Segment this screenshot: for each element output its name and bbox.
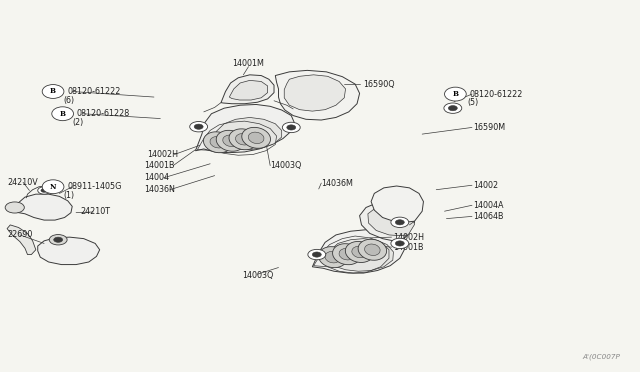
Polygon shape — [360, 202, 415, 241]
Ellipse shape — [204, 132, 232, 153]
Text: 14003Q: 14003Q — [270, 161, 301, 170]
Ellipse shape — [339, 248, 355, 260]
Text: 14036N: 14036N — [145, 185, 175, 194]
Text: (2): (2) — [73, 118, 84, 127]
Ellipse shape — [194, 124, 203, 129]
Ellipse shape — [42, 84, 64, 99]
Text: 14064B: 14064B — [473, 212, 504, 221]
Text: 24210V: 24210V — [7, 178, 38, 187]
Text: (6): (6) — [63, 96, 74, 105]
Ellipse shape — [308, 249, 326, 260]
Polygon shape — [210, 118, 282, 150]
Text: 14036M: 14036M — [321, 179, 353, 187]
Text: B: B — [50, 87, 56, 96]
Ellipse shape — [282, 122, 300, 133]
Text: 14001B: 14001B — [145, 161, 175, 170]
Polygon shape — [284, 75, 346, 111]
Text: 16590Q: 16590Q — [364, 80, 395, 89]
Ellipse shape — [396, 220, 404, 225]
Text: B: B — [452, 90, 458, 98]
Ellipse shape — [391, 217, 409, 228]
Text: A'(0C007P: A'(0C007P — [582, 354, 620, 360]
Text: 14001M: 14001M — [232, 59, 264, 68]
Text: 14001B: 14001B — [394, 243, 424, 251]
Ellipse shape — [312, 252, 321, 257]
Ellipse shape — [229, 129, 258, 150]
Ellipse shape — [223, 135, 239, 147]
Ellipse shape — [54, 237, 63, 242]
Ellipse shape — [325, 251, 340, 263]
Text: 14004A: 14004A — [473, 201, 504, 210]
Ellipse shape — [248, 132, 264, 144]
Ellipse shape — [236, 134, 252, 145]
Polygon shape — [7, 225, 36, 254]
Text: 16590M: 16590M — [473, 123, 506, 132]
Text: 08911-1405G: 08911-1405G — [67, 182, 122, 191]
Ellipse shape — [42, 180, 64, 194]
Ellipse shape — [352, 246, 367, 258]
Ellipse shape — [391, 238, 409, 248]
Text: 14002: 14002 — [473, 181, 499, 190]
Ellipse shape — [445, 87, 467, 101]
Ellipse shape — [444, 103, 462, 113]
Ellipse shape — [41, 189, 47, 192]
Polygon shape — [312, 230, 404, 273]
Ellipse shape — [365, 244, 380, 256]
Polygon shape — [221, 75, 274, 104]
Ellipse shape — [449, 106, 458, 111]
Text: 08120-61222: 08120-61222 — [469, 90, 523, 99]
Ellipse shape — [287, 125, 296, 130]
Polygon shape — [15, 194, 72, 220]
Polygon shape — [229, 80, 268, 100]
Ellipse shape — [210, 137, 226, 148]
Ellipse shape — [216, 130, 245, 151]
Polygon shape — [195, 105, 294, 153]
Ellipse shape — [52, 107, 74, 121]
Text: 08120-61228: 08120-61228 — [77, 109, 130, 118]
Ellipse shape — [319, 247, 347, 268]
Ellipse shape — [346, 241, 374, 263]
Text: B: B — [60, 110, 66, 118]
Text: (1): (1) — [63, 191, 74, 200]
Text: N: N — [50, 183, 56, 191]
Ellipse shape — [49, 235, 67, 245]
Text: 22690: 22690 — [7, 230, 33, 240]
Text: 14002H: 14002H — [394, 232, 424, 242]
Text: 24210T: 24210T — [81, 208, 111, 217]
Text: 14004: 14004 — [145, 173, 170, 182]
Polygon shape — [323, 238, 394, 271]
Polygon shape — [368, 205, 415, 235]
Ellipse shape — [189, 122, 207, 132]
Text: 14003Q: 14003Q — [242, 271, 273, 280]
Ellipse shape — [5, 202, 24, 213]
Polygon shape — [371, 186, 424, 222]
Ellipse shape — [333, 244, 361, 265]
Text: (5): (5) — [467, 98, 478, 107]
Text: 14002H: 14002H — [148, 150, 179, 159]
Text: 08120-61222: 08120-61222 — [67, 87, 120, 96]
Ellipse shape — [38, 187, 51, 194]
Ellipse shape — [396, 241, 404, 246]
Ellipse shape — [242, 127, 271, 148]
Polygon shape — [38, 237, 100, 264]
Polygon shape — [275, 70, 360, 120]
Ellipse shape — [358, 239, 387, 260]
